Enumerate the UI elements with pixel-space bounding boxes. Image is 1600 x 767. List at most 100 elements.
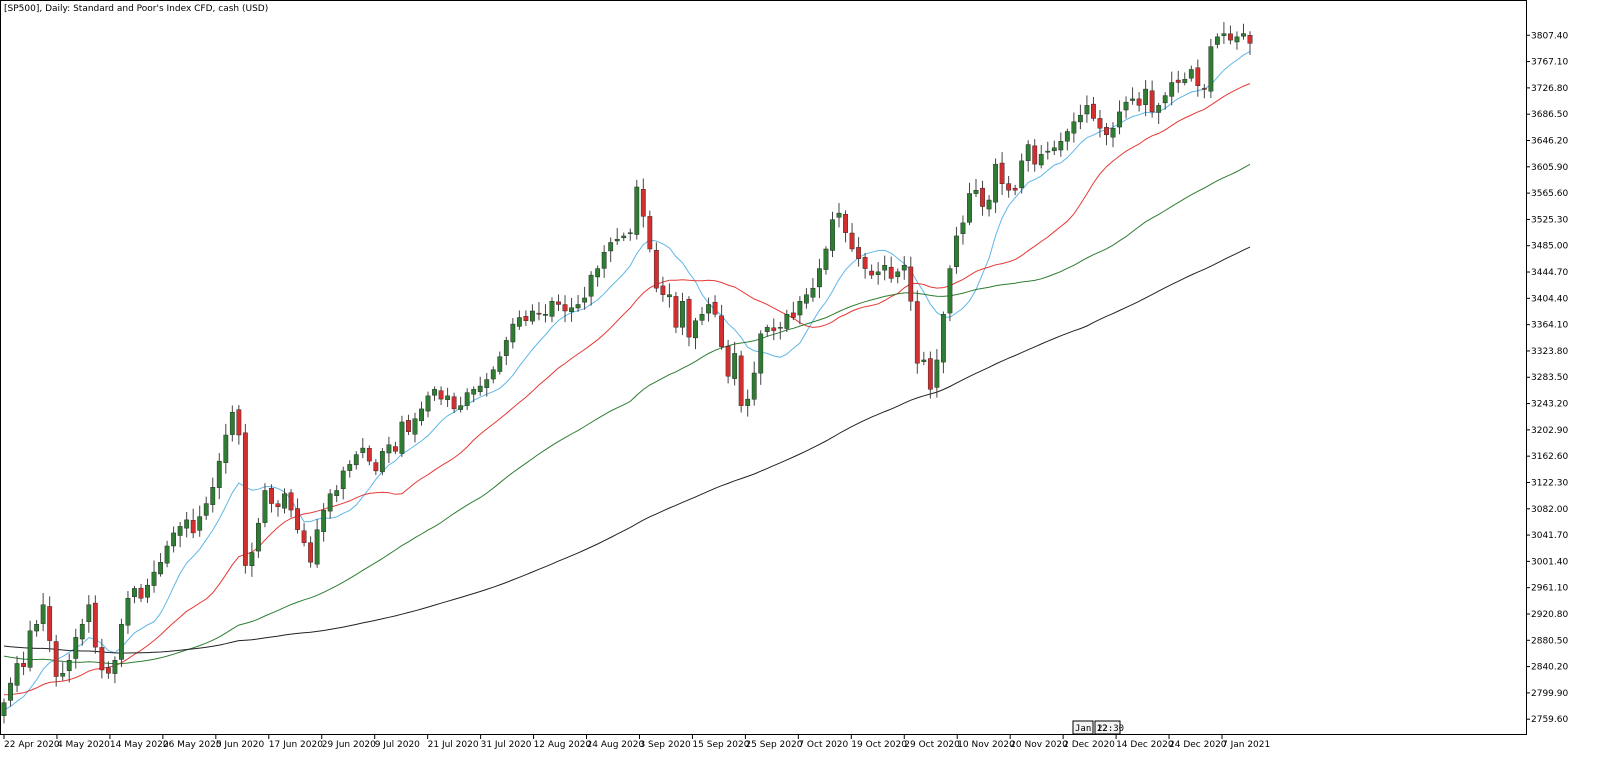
bull-candle-body: [79, 624, 85, 640]
bull-candle-body: [706, 304, 711, 314]
candle: [706, 297, 711, 322]
bear-candle-body: [242, 432, 248, 566]
candle: [895, 268, 901, 284]
bull-candle-body: [151, 571, 157, 586]
chart-title: [SP500], Daily: Standard and Poor's Inde…: [4, 4, 268, 14]
bull-candle-body: [810, 287, 816, 298]
time-tick-label: 14 Dec 2020: [1116, 740, 1174, 750]
candle: [1241, 23, 1246, 40]
candle: [1136, 92, 1142, 112]
candle: [1045, 141, 1051, 160]
candle: [751, 361, 757, 406]
candle: [8, 677, 13, 707]
bear-candle-body: [1136, 98, 1142, 106]
price-axis: 3807.40 3767.10 3726.80 3686.50 3646.20 3605.…: [1526, 31, 1568, 725]
time-tick-label: 10 Nov 2020: [957, 740, 1015, 750]
bull-candle-body: [823, 248, 829, 270]
bear-candle-body: [869, 270, 875, 276]
candle: [1091, 96, 1096, 122]
candle: [399, 415, 405, 457]
bear-candle-body: [914, 301, 920, 364]
bull-candle-body: [947, 268, 953, 314]
candle: [1175, 70, 1181, 93]
bear-candle-body: [21, 662, 26, 667]
candle: [242, 423, 248, 574]
price-tick-label: 3082.00: [1531, 505, 1568, 515]
candle: [621, 232, 627, 242]
bull-candle-body: [1241, 33, 1246, 37]
candle: [588, 271, 594, 306]
bull-candle-body: [967, 193, 972, 223]
bull-candle-body: [334, 490, 340, 496]
bull-candle-body: [14, 663, 20, 686]
candle: [184, 511, 190, 538]
time-tick-label: 19 Oct 2020: [851, 740, 907, 750]
time-marker[interactable]: Jan 12 22:30: [1072, 720, 1124, 735]
candle: [275, 500, 281, 517]
candle: [132, 585, 137, 604]
bull-candle-body: [1071, 121, 1077, 134]
price-tick-label: 3485.00: [1531, 242, 1568, 252]
price-tick-label: 3323.80: [1531, 347, 1568, 357]
price-tick-label: 2961.10: [1531, 584, 1568, 594]
bull-candle-body: [1110, 128, 1116, 138]
candle: [1084, 95, 1090, 123]
price-tick-label: 3283.50: [1531, 373, 1568, 383]
time-marker-left-box: [1072, 720, 1094, 735]
bear-candle-body: [536, 312, 542, 315]
candle: [575, 294, 581, 312]
bear-candle-body: [725, 345, 731, 377]
candle: [229, 405, 235, 442]
candle: [190, 508, 196, 539]
bear-candle-body: [980, 187, 985, 207]
candle: [79, 618, 85, 646]
bull-candle-body: [1025, 144, 1031, 161]
candle: [197, 505, 203, 537]
bear-candle-body: [1228, 33, 1233, 41]
bear-candle-body: [308, 542, 314, 563]
bear-candle-body: [1006, 183, 1012, 191]
bear-candle-body: [999, 162, 1005, 184]
candle: [569, 297, 574, 322]
candle: [366, 445, 372, 466]
candle: [119, 618, 124, 668]
candle: [1006, 175, 1012, 198]
candle: [595, 265, 601, 287]
plot-area: [0, 0, 1527, 735]
candle: [1195, 59, 1201, 97]
time-tick-label: 17 Jun 2020: [269, 740, 323, 750]
candle: [856, 237, 861, 267]
candle: [425, 391, 431, 418]
candle: [1162, 92, 1168, 110]
price-tick-label: 3122.30: [1531, 478, 1568, 488]
time-tick-label: 5 Jun 2020: [216, 740, 265, 750]
bull-candle-body: [1045, 150, 1051, 153]
candle: [249, 542, 255, 577]
bear-candle-body: [1097, 118, 1103, 129]
bull-candle-body: [895, 271, 901, 277]
bear-candle-body: [1091, 103, 1096, 119]
bear-candle-body: [862, 257, 868, 269]
bull-candle-body: [412, 418, 418, 435]
bull-candle-body: [516, 317, 522, 327]
bull-candle-body: [8, 682, 13, 701]
bear-candle-body: [295, 508, 300, 530]
candle: [830, 211, 835, 258]
candle: [269, 484, 274, 513]
candle: [758, 330, 764, 385]
price-tick-label: 2840.20: [1531, 663, 1568, 673]
candle: [745, 389, 751, 417]
time-tick-label: 7 Oct 2020: [798, 740, 848, 750]
bull-candle-body: [1143, 88, 1149, 105]
bull-candle-body: [608, 242, 614, 252]
time-tick-label: 22 Apr 2020: [4, 740, 60, 750]
price-tick-label: 2920.80: [1531, 610, 1568, 620]
bull-candle-body: [667, 294, 672, 298]
time-tick-label: 3 Sep 2020: [639, 740, 691, 750]
candle: [288, 489, 294, 518]
candle: [914, 290, 920, 374]
bear-candle-body: [406, 420, 411, 432]
candle: [1032, 139, 1038, 172]
time-tick-label: 21 Jul 2020: [428, 740, 479, 750]
bull-candle-body: [197, 516, 203, 531]
